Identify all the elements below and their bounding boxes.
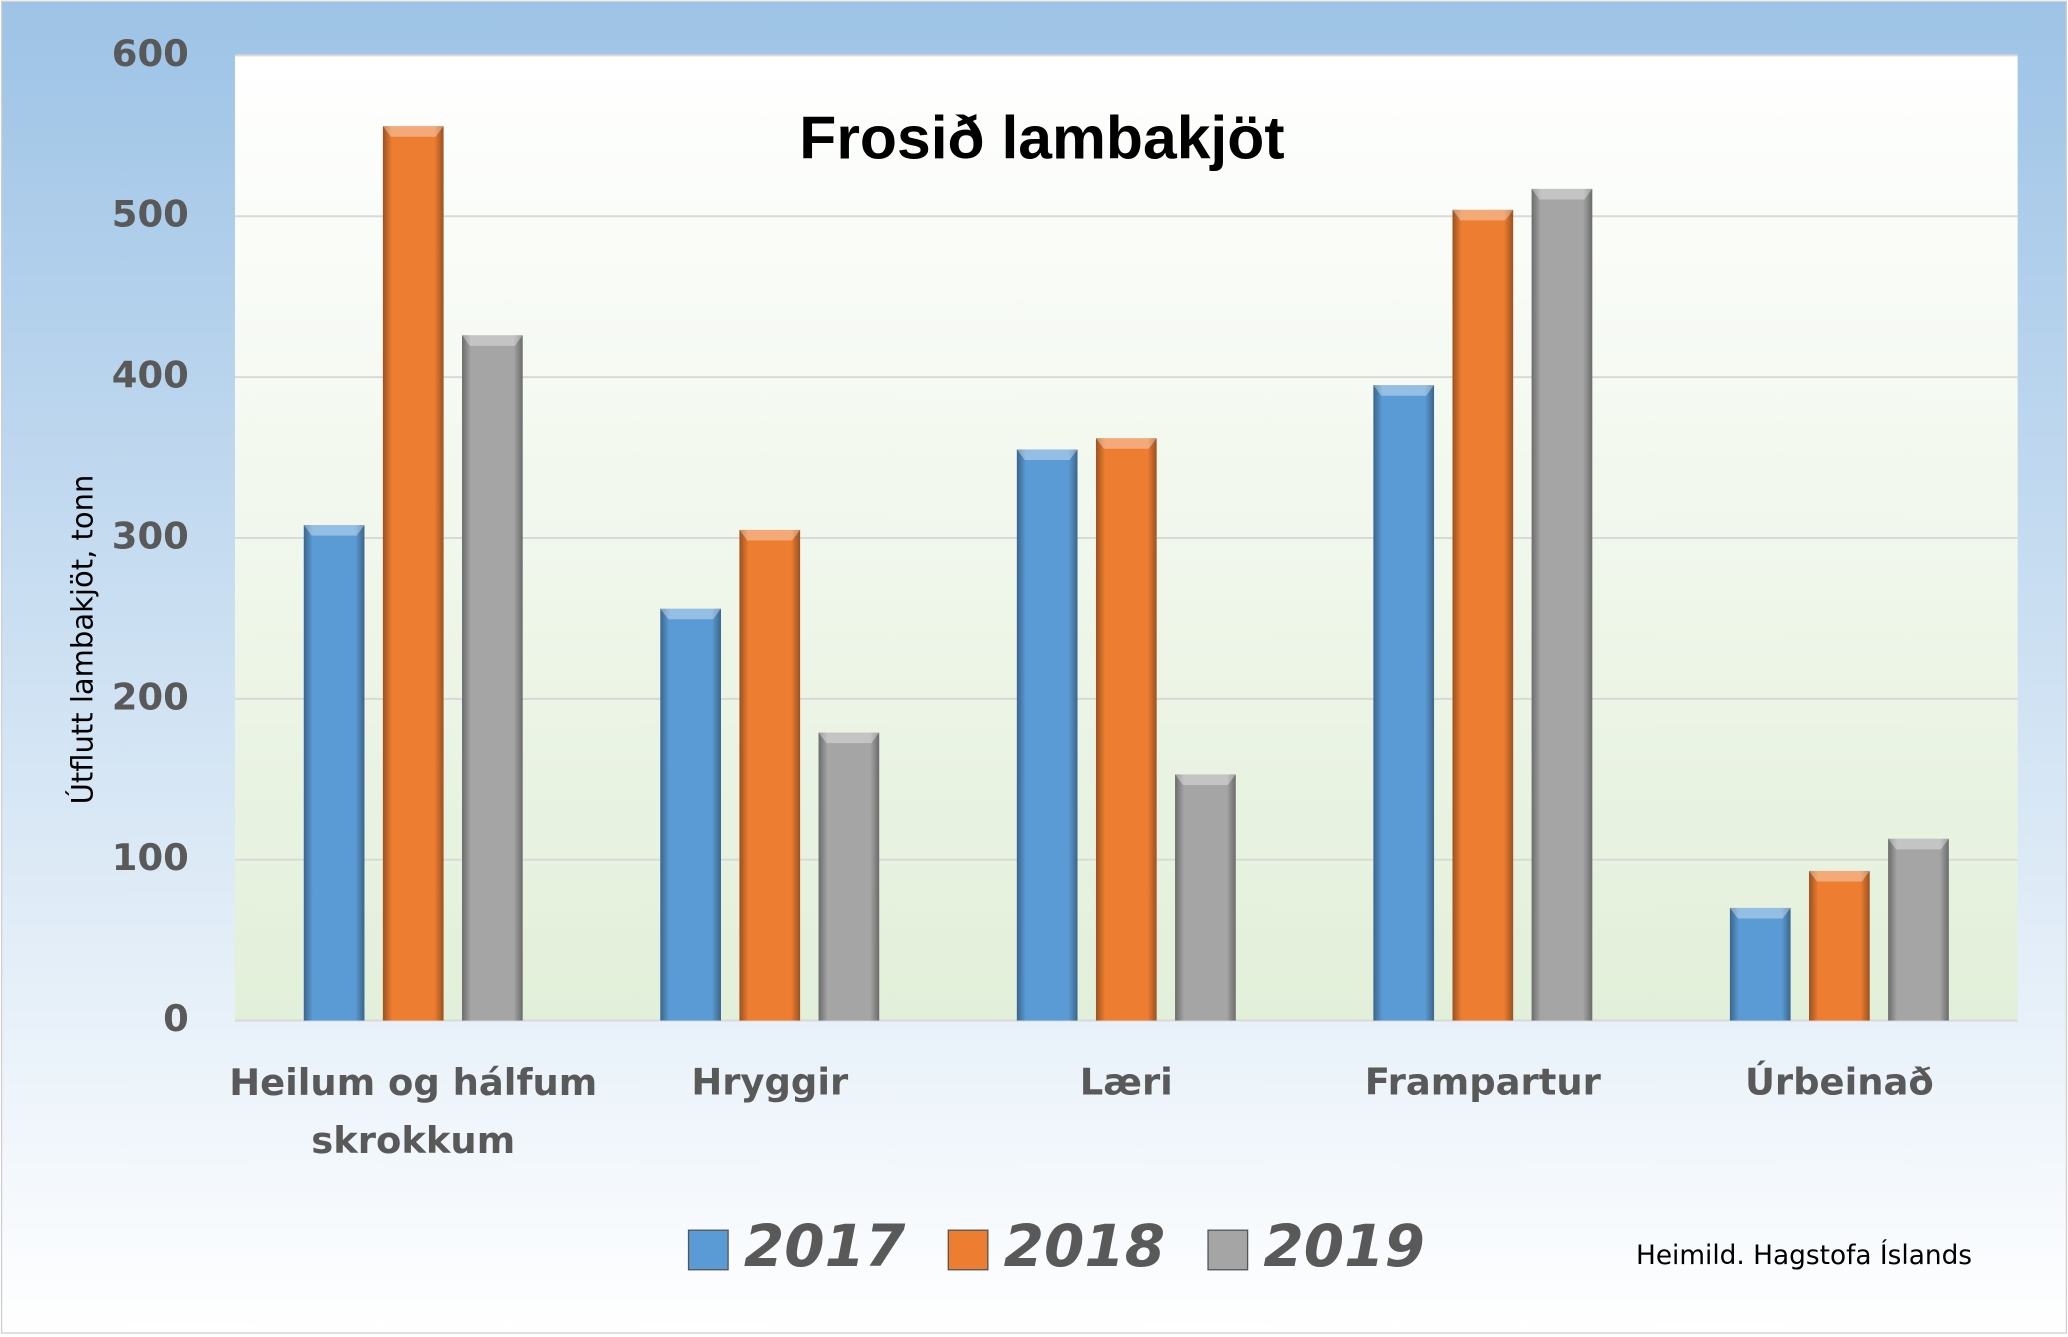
bar <box>1016 449 1078 1021</box>
bar-bevel <box>739 529 801 541</box>
bar-bevel <box>1175 774 1236 785</box>
bar <box>1373 385 1435 1021</box>
y-tick-label: 0 <box>163 997 189 1040</box>
y-tick-label: 100 <box>112 836 189 879</box>
bar-bevel <box>1016 449 1078 461</box>
bar <box>1809 870 1870 1021</box>
y-axis-label: Útflutt lambakjöt, tonn <box>66 475 100 805</box>
bar-bevel <box>660 608 721 620</box>
bar <box>1531 188 1593 1021</box>
y-tick-label: 200 <box>112 675 189 718</box>
bar <box>739 529 801 1021</box>
x-tick-label: Heilum og hálfum skrokkum <box>229 1060 597 1161</box>
x-tick-label: Frampartur <box>1365 1060 1602 1103</box>
y-tick-label: 600 <box>112 32 189 75</box>
legend-swatch <box>687 1229 729 1271</box>
x-tick-label: Hryggir <box>691 1060 849 1103</box>
bar-bevel <box>1373 385 1435 396</box>
x-tick-label: Úrbeinað <box>1745 1059 1934 1103</box>
bar <box>382 126 444 1021</box>
bar <box>1095 438 1157 1021</box>
legend-swatch <box>1207 1229 1249 1271</box>
legend-label: 2019 <box>1263 1212 1424 1280</box>
y-tick-label: 400 <box>112 354 189 397</box>
bar-bevel <box>382 126 444 137</box>
bar <box>1888 838 1949 1021</box>
legend-label: 2018 <box>1004 1212 1165 1280</box>
bar-bevel <box>303 525 365 536</box>
bar-bevel <box>1531 188 1593 200</box>
bar <box>660 608 721 1021</box>
bar <box>1175 774 1236 1021</box>
bar-bevel <box>1809 870 1870 882</box>
bar-bevel <box>1095 438 1157 449</box>
bar <box>1452 209 1514 1021</box>
bar-bevel <box>1452 209 1514 221</box>
bar <box>818 732 880 1021</box>
bar <box>1729 907 1791 1021</box>
bar-bevel <box>1888 838 1949 850</box>
bar <box>303 525 365 1021</box>
bar-bevel <box>818 732 880 744</box>
legend-label: 2017 <box>744 1212 906 1280</box>
y-tick-label: 300 <box>112 514 189 557</box>
x-tick-label: Læri <box>1080 1060 1173 1103</box>
source: Heimild. Hagstofa Íslands <box>1636 1239 1972 1271</box>
y-tick-label: 500 <box>112 193 189 236</box>
bar-bevel <box>462 335 523 346</box>
bar-bevel <box>1729 907 1791 919</box>
legend-swatch <box>947 1229 989 1271</box>
bar <box>462 335 523 1021</box>
chart-title: Frosið lambakjöt <box>799 103 1284 171</box>
